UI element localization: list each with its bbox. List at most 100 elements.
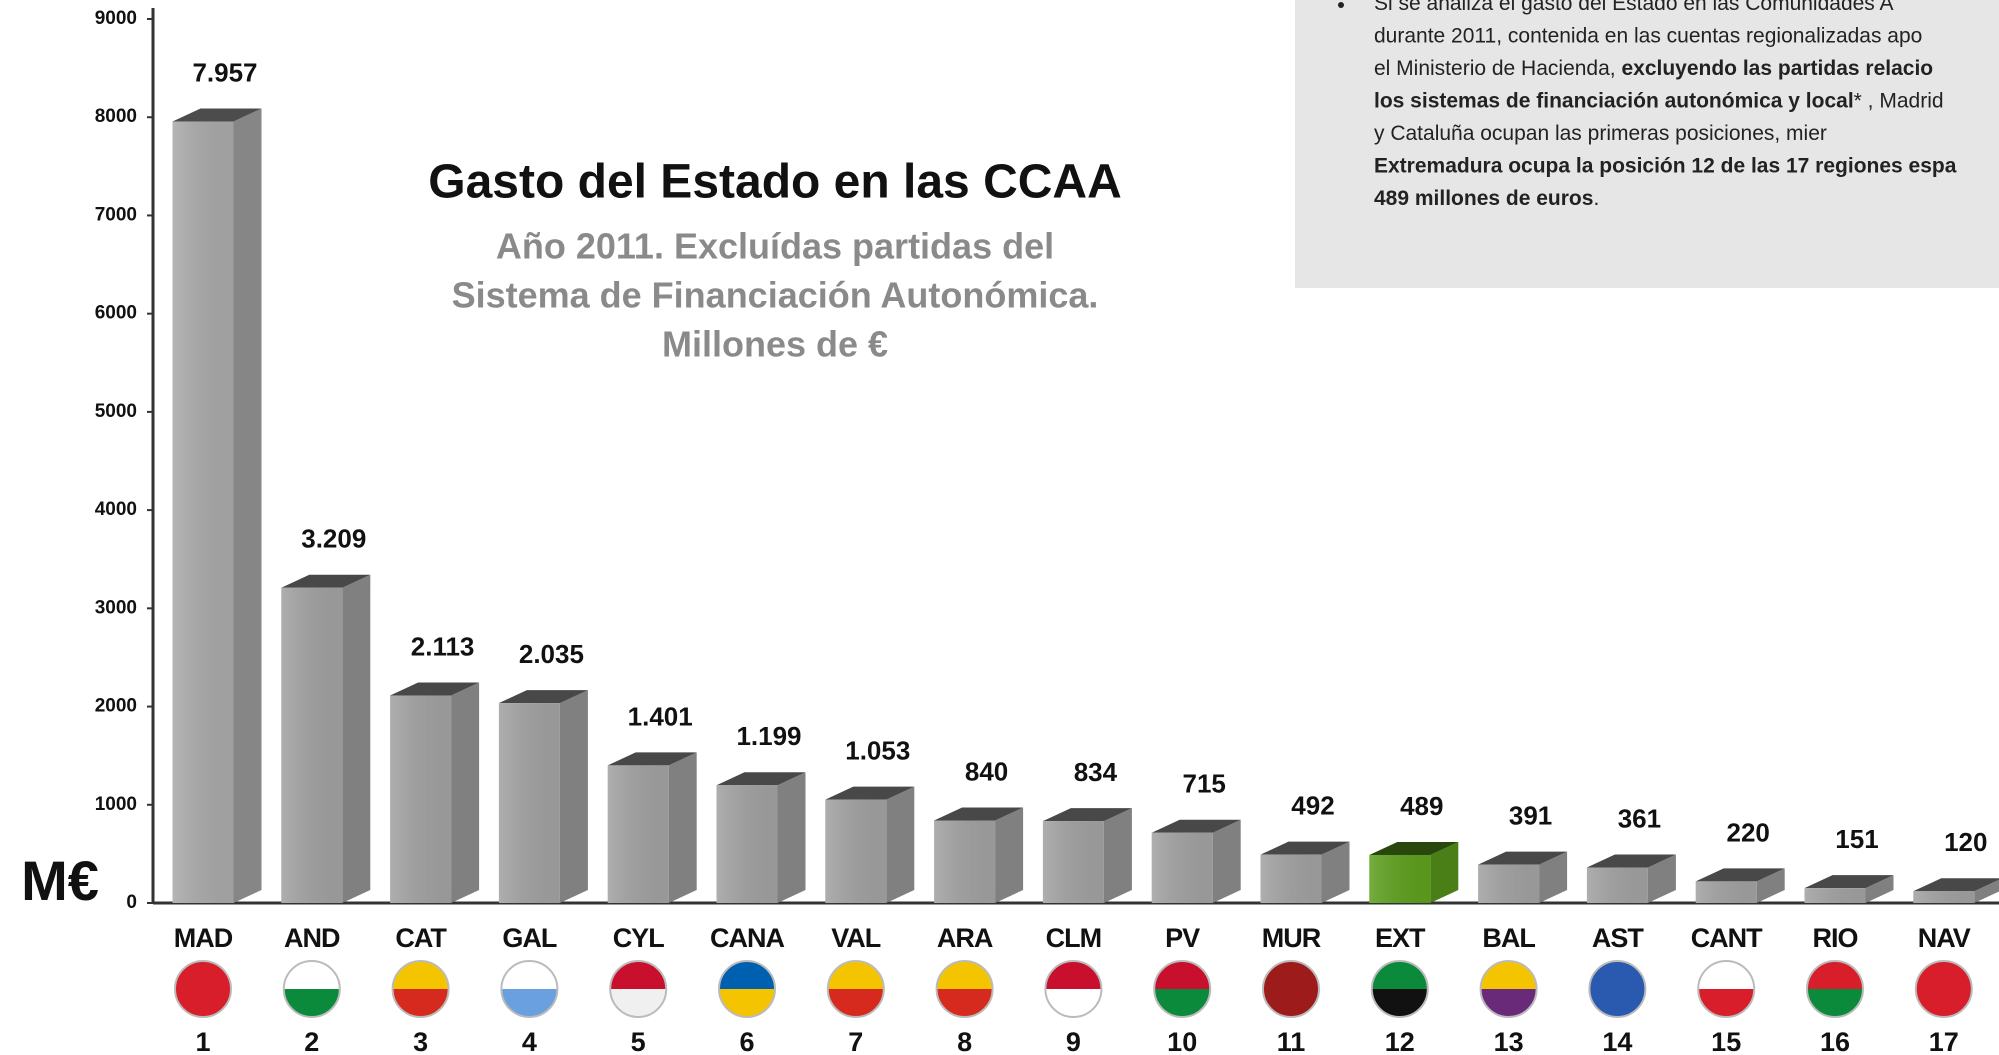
bar-top (825, 786, 915, 800)
bar-top (1804, 875, 1894, 889)
x-tick-label: CANT (1691, 923, 1763, 953)
rank-label: 14 (1602, 1027, 1632, 1055)
flag (282, 960, 341, 1018)
bar-top (934, 807, 1024, 821)
bar-top (1478, 851, 1568, 865)
note-text: Extremadura ocupa la posición 12 de las … (1374, 154, 1957, 177)
flag (391, 960, 450, 1018)
bar-shine (1586, 867, 1648, 903)
rank-label: 4 (522, 1027, 537, 1055)
rank-label: 16 (1820, 1027, 1850, 1055)
note-text: . (1593, 187, 1599, 210)
value-label: 361 (1618, 803, 1661, 833)
rank-label: 15 (1711, 1027, 1741, 1055)
bar-side (1103, 808, 1132, 903)
rank-label: 7 (848, 1027, 863, 1055)
x-tick-label: CLM (1046, 923, 1101, 953)
value-label: 492 (1291, 791, 1334, 821)
value-label: 1.199 (736, 721, 801, 751)
y-tick-label: 6000 (95, 303, 137, 324)
flag (718, 960, 776, 1018)
note-bullet (1338, 2, 1344, 8)
bar-side (1974, 879, 1999, 903)
bar-shine (716, 785, 778, 903)
y-tick-label: 9000 (95, 8, 137, 29)
y-tick-label: 0 (126, 892, 137, 913)
bar-shine (281, 587, 343, 903)
flag (1914, 960, 1973, 1018)
y-tick-label: 3000 (95, 597, 137, 618)
bar-top (1586, 854, 1676, 868)
chart-subtitle: Año 2011. Excluídas partidas del (496, 226, 1054, 267)
note-text: * , Madrid (1854, 89, 1944, 112)
bar-shine (1151, 832, 1213, 903)
chart-subtitle: Sistema de Financiación Autonómica. (452, 275, 1099, 316)
x-tick-label: CAT (395, 923, 447, 953)
rank-label: 5 (631, 1027, 646, 1055)
rank-label: 17 (1929, 1027, 1959, 1055)
bar-top (498, 690, 588, 704)
y-tick-label: 4000 (95, 499, 137, 520)
value-label: 3.209 (301, 524, 366, 554)
bar-side (1865, 875, 1894, 903)
y-tick-label: 2000 (95, 696, 137, 717)
y-tick-label: 8000 (95, 106, 137, 127)
flag (935, 960, 994, 1018)
note-text: los sistemas de financiación autonómica … (1374, 89, 1854, 112)
flag (1806, 960, 1864, 1018)
value-label: 120 (1944, 827, 1987, 857)
note-text: Si se analiza el gasto del Estado en las… (1374, 0, 1894, 15)
rank-label: 11 (1277, 1027, 1306, 1055)
x-tick-label: CYL (613, 923, 665, 953)
bar-side (668, 752, 697, 903)
bar-top (1260, 841, 1350, 855)
flag (826, 960, 885, 1018)
bar-side (777, 772, 806, 903)
bar-shine (498, 703, 560, 903)
flag (609, 960, 668, 1018)
x-tick-label: MAD (174, 923, 233, 953)
note-text: excluyendo las partidas relacio (1621, 57, 1933, 80)
x-tick-label: BAL (1482, 923, 1535, 953)
note-text: y Cataluña ocupan las primeras posicione… (1374, 122, 1827, 145)
rank-label: 8 (957, 1027, 972, 1055)
bar-top (1913, 878, 1999, 892)
y-tick-label: 1000 (95, 794, 137, 815)
flag (1044, 960, 1103, 1018)
bar-shine (1042, 821, 1104, 903)
bar-shine (607, 765, 669, 903)
value-label: 489 (1400, 791, 1443, 821)
flag (1479, 960, 1538, 1018)
note-text: durante 2011, contenida en las cuentas r… (1374, 24, 1922, 47)
value-label: 391 (1509, 800, 1552, 830)
bar-shine (1369, 854, 1431, 903)
x-tick-label: GAL (502, 923, 557, 953)
bar-top (1369, 841, 1459, 855)
bar-shine (172, 121, 234, 903)
note-line: y Cataluña ocupan las primeras posicione… (1374, 122, 1827, 145)
bar-top (716, 772, 806, 786)
bar-top (390, 682, 480, 696)
x-tick-label: NAV (1918, 923, 1971, 953)
bar-shine (825, 799, 887, 903)
note-line: durante 2011, contenida en las cuentas r… (1374, 24, 1922, 47)
value-label: 1.401 (628, 701, 693, 731)
rank-label: 9 (1066, 1027, 1081, 1055)
value-label: 715 (1183, 769, 1226, 799)
value-label: 151 (1835, 824, 1878, 854)
value-label: 7.957 (192, 57, 257, 87)
bar-side (995, 807, 1024, 903)
bar-top (607, 752, 697, 766)
bar-top (172, 108, 262, 122)
rank-label: 3 (413, 1027, 428, 1055)
x-tick-label: ARA (937, 923, 993, 953)
rank-label: 6 (739, 1027, 754, 1055)
bar-side (342, 574, 371, 903)
bar-shine (390, 695, 452, 903)
flag (1262, 960, 1320, 1018)
bar-shine (1478, 864, 1540, 903)
x-tick-label: MUR (1262, 923, 1321, 953)
flag (174, 960, 232, 1018)
x-tick-label: AST (1592, 923, 1645, 953)
